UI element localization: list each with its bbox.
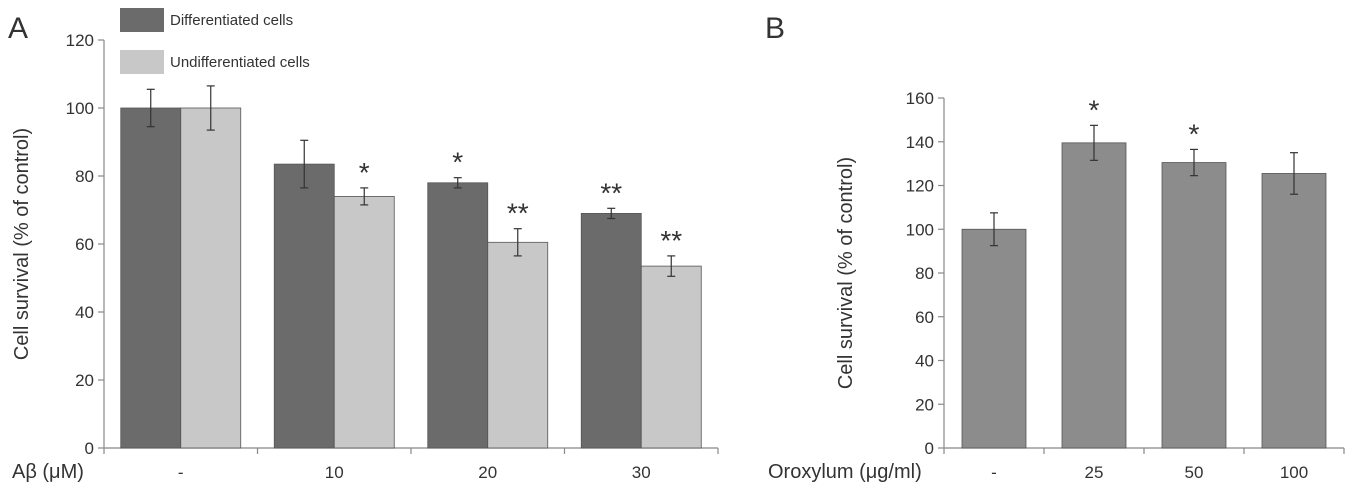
y-tick-label: 20 <box>915 395 934 414</box>
y-tick-label: 80 <box>75 167 94 186</box>
x-tick-label: 10 <box>325 463 344 482</box>
x-tick-label: 30 <box>632 463 651 482</box>
bar <box>427 182 489 449</box>
x-tick-label: 100 <box>1280 463 1308 482</box>
bar <box>580 212 642 449</box>
panel-label: B <box>765 12 785 45</box>
significance-marker: ** <box>660 225 682 256</box>
legend-label: Differentiated cells <box>170 12 293 29</box>
x-tick-label: 50 <box>1185 463 1204 482</box>
bar <box>961 228 1027 449</box>
legend-swatch <box>120 8 164 32</box>
panel-b: B 0 20 40 60 80 100 120 140 160 - 25 50 100 Cell survi… <box>765 12 1345 483</box>
significance-marker: * <box>1189 118 1200 149</box>
bar <box>487 241 549 449</box>
y-tick-label: 120 <box>66 31 94 50</box>
y-tick-label: 40 <box>915 352 934 371</box>
x-tick-label: 20 <box>478 463 497 482</box>
y-tick-label: 100 <box>66 99 94 118</box>
y-tick-label: 60 <box>915 308 934 327</box>
y-tick-label: 80 <box>915 264 934 283</box>
y-tick-label: 20 <box>75 371 94 390</box>
y-tick-label: 100 <box>906 220 934 239</box>
x-axis-title: Oroxylum (μg/ml) <box>768 461 922 483</box>
y-tick-label: 60 <box>75 235 94 254</box>
significance-marker: * <box>1089 94 1100 125</box>
significance-marker: * <box>359 157 370 188</box>
bar <box>1261 173 1327 449</box>
bar <box>1061 142 1127 449</box>
x-tick-label: 25 <box>1085 463 1104 482</box>
significance-marker: * <box>452 147 463 178</box>
legend-label: Undifferentiated cells <box>170 54 310 71</box>
y-tick-label: 40 <box>75 303 94 322</box>
y-tick-label: 0 <box>85 439 94 458</box>
significance-marker: ** <box>507 198 529 229</box>
legend-swatch <box>120 50 164 74</box>
y-tick-label: 140 <box>906 133 934 152</box>
y-tick-label: 160 <box>906 89 934 108</box>
y-tick-label: 0 <box>925 439 934 458</box>
panel-a: A 0 20 40 60 80 100 120 - 10 20 30 Cell survival (% … <box>8 8 719 483</box>
bar <box>120 107 182 449</box>
x-tick-label: - <box>991 463 997 482</box>
bar <box>180 107 242 449</box>
significance-marker: ** <box>600 177 622 208</box>
x-axis-title: Aβ (μM) <box>12 461 84 483</box>
bar <box>333 195 395 449</box>
panel-label: A <box>8 12 28 45</box>
y-axis-title: Cell survival (% of control) <box>11 128 33 360</box>
y-axis-title: Cell survival (% of control) <box>835 157 857 389</box>
x-tick-label: - <box>178 463 184 482</box>
y-tick-label: 120 <box>906 177 934 196</box>
bar <box>273 163 335 449</box>
bar <box>1161 162 1227 449</box>
bar <box>640 265 702 449</box>
